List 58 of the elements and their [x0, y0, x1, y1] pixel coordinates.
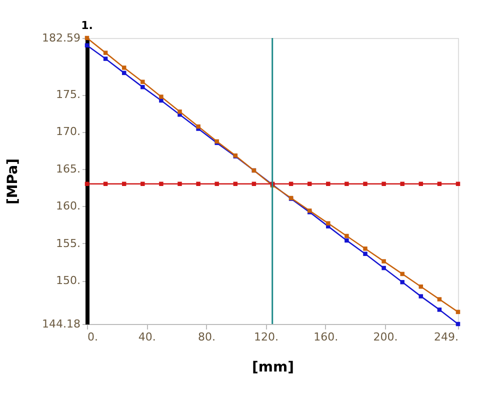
point	[252, 182, 256, 186]
x-tick-label: 200.	[373, 330, 398, 344]
x-tick-label: 80.	[198, 330, 216, 344]
point	[400, 272, 404, 276]
point	[140, 182, 145, 186]
point	[122, 66, 126, 70]
point	[382, 182, 386, 186]
x-axis-title: [mm]	[252, 360, 294, 376]
point	[344, 182, 349, 186]
point	[307, 182, 312, 186]
point	[363, 246, 368, 251]
point	[84, 182, 90, 186]
x-tick-label: 249.	[434, 330, 458, 344]
point	[233, 182, 238, 186]
point	[344, 234, 349, 238]
x-tick-label: 40.	[138, 330, 156, 344]
y-tick-label: 160.	[56, 200, 80, 213]
y-tick-label: 165.	[56, 162, 80, 176]
point	[437, 182, 442, 186]
point	[103, 56, 108, 61]
point	[363, 252, 368, 256]
y-tick-label: 170.	[56, 125, 80, 138]
point	[437, 308, 442, 312]
point	[178, 182, 182, 186]
point	[122, 182, 126, 186]
y-tick-label: 175.	[56, 88, 80, 102]
point	[363, 182, 368, 186]
point	[344, 238, 349, 243]
point	[326, 182, 330, 186]
x-tick-label: 160.	[314, 330, 338, 344]
point	[159, 182, 164, 186]
point	[196, 182, 200, 186]
y-tick-label: 155.	[56, 236, 80, 250]
x-tick-label: 120.	[254, 330, 279, 344]
y-tick-label: 144.18	[42, 318, 80, 330]
text: 1.	[81, 19, 93, 32]
point	[400, 182, 404, 186]
y-axis-title: [MPa]	[5, 158, 22, 205]
point	[382, 259, 386, 264]
point	[140, 80, 145, 84]
point	[418, 182, 424, 186]
point	[418, 294, 424, 298]
point	[103, 50, 108, 55]
point	[103, 182, 108, 186]
point	[288, 182, 294, 186]
x-tick-label: 0.	[88, 330, 98, 344]
point	[326, 221, 330, 226]
point	[456, 182, 460, 186]
y-tick-label: 150.	[56, 274, 80, 288]
point	[159, 94, 164, 99]
y-tick-label: 182.59	[42, 32, 80, 44]
point	[400, 280, 404, 284]
point	[382, 266, 386, 270]
point	[214, 182, 219, 186]
point	[140, 84, 145, 90]
point	[178, 110, 182, 114]
point	[196, 124, 200, 129]
point	[437, 297, 442, 302]
